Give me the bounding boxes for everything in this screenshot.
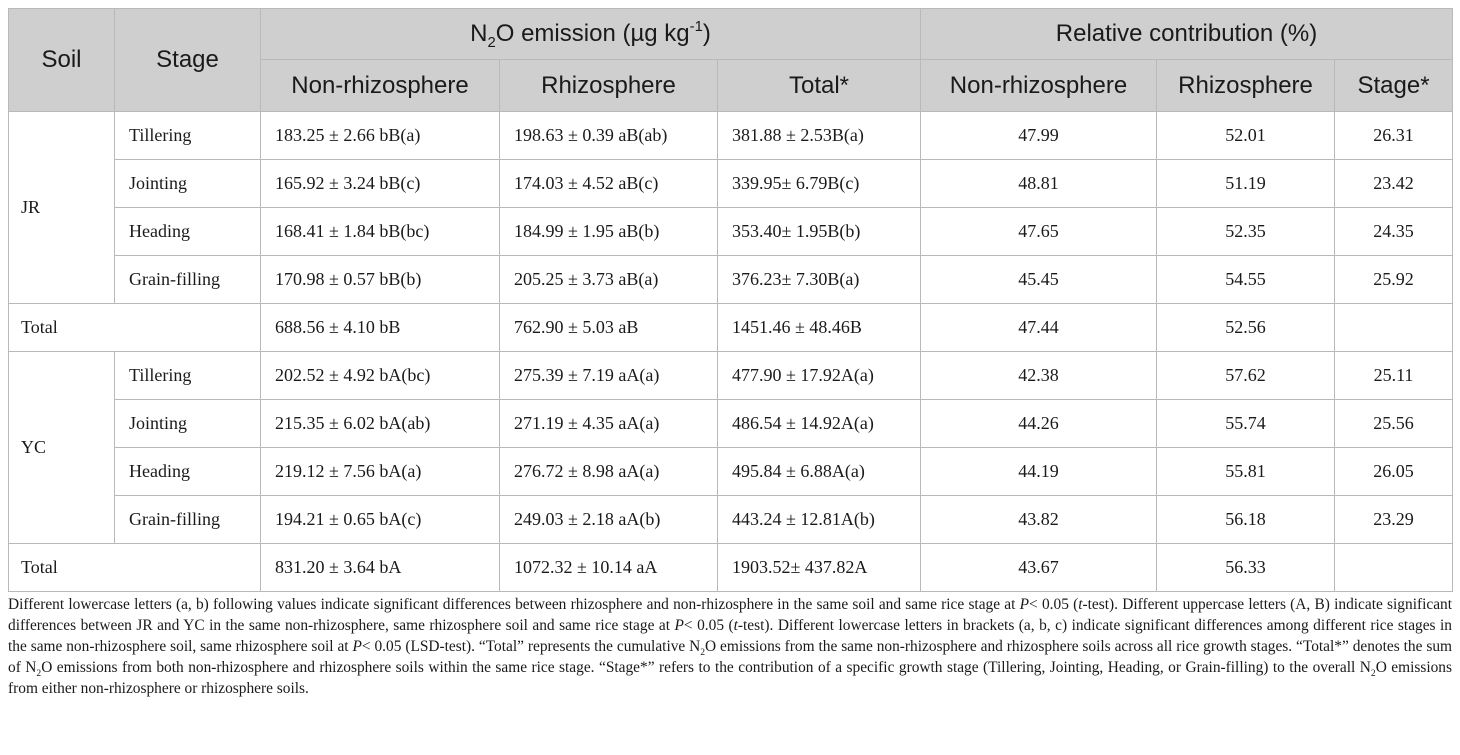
- rc-rhizosphere-cell: 55.81: [1156, 447, 1336, 496]
- rc-rhizosphere-cell: 51.19: [1156, 159, 1336, 208]
- non-rhizosphere-cell: 168.41 ± 1.84 bB(bc): [260, 207, 500, 256]
- total-cell: 1451.46 ± 48.46B: [716, 303, 922, 352]
- soil-cell: YC: [8, 351, 115, 544]
- rhizosphere-cell: 184.99 ± 1.95 aB(b): [499, 207, 718, 256]
- header-col-rc-rhizosphere: Rhizosphere: [1156, 59, 1336, 112]
- total-cell: 376.23± 7.30B(a): [716, 255, 922, 304]
- rhizosphere-cell: 205.25 ± 3.73 aB(a): [499, 255, 718, 304]
- table-row: YC Tillering 202.52 ± 4.92 bA(bc) 275.39…: [8, 351, 1454, 544]
- rc-stage-cell: 26.05: [1334, 447, 1454, 496]
- non-rhizosphere-cell: 170.98 ± 0.57 bB(b): [260, 255, 500, 304]
- stage-cell: Heading: [114, 207, 261, 256]
- rhizosphere-cell: 198.63 ± 0.39 aB(ab): [499, 111, 718, 160]
- non-rhizosphere-cell: 219.12 ± 7.56 bA(a): [260, 447, 500, 496]
- stage-cell: Jointing: [114, 399, 261, 448]
- total-cell: 486.54 ± 14.92A(a): [716, 399, 922, 448]
- header-soil: Soil: [8, 8, 115, 112]
- rc-non-rhizosphere-cell: 48.81: [920, 159, 1158, 208]
- n2o-emission-table: Soil Stage N2O emission (µg kg-1) Relati…: [8, 8, 1454, 592]
- rc-rhizosphere-cell: 54.55: [1156, 255, 1336, 304]
- rc-stage-cell: 23.29: [1334, 495, 1454, 544]
- rc-non-rhizosphere-cell: 44.26: [920, 399, 1158, 448]
- rhizosphere-cell: 249.03 ± 2.18 aA(b): [499, 495, 718, 544]
- rc-non-rhizosphere-cell: 43.82: [920, 495, 1158, 544]
- rc-rhizosphere-cell: 52.35: [1156, 207, 1336, 256]
- header-relative-group: Relative contribution (%): [920, 8, 1454, 60]
- table-row: Grain-filling 194.21 ± 0.65 bA(c) 249.03…: [9, 495, 1454, 544]
- stage-cell: Grain-filling: [114, 255, 261, 304]
- rc-rhizosphere-cell: 52.01: [1156, 111, 1336, 160]
- non-rhizosphere-cell: 183.25 ± 2.66 bB(a): [260, 111, 500, 160]
- header-stage: Stage: [114, 8, 261, 112]
- rc-stage-cell: 25.92: [1334, 255, 1454, 304]
- stage-cell: Jointing: [114, 159, 261, 208]
- stage-cell: Tillering: [114, 351, 261, 400]
- header-emission-group: N2O emission (µg kg-1): [259, 8, 922, 60]
- rhizosphere-cell: 275.39 ± 7.19 aA(a): [499, 351, 718, 400]
- total-cell: 381.88 ± 2.53B(a): [716, 111, 922, 160]
- total-cell: 1903.52± 437.82A: [716, 543, 922, 592]
- rc-stage-cell: 26.31: [1334, 111, 1454, 160]
- rc-non-rhizosphere-cell: 47.99: [920, 111, 1158, 160]
- stage-cell: Grain-filling: [114, 495, 261, 544]
- rc-stage-cell: 23.42: [1334, 159, 1454, 208]
- rc-stage-cell: [1334, 303, 1454, 352]
- rc-non-rhizosphere-cell: 44.19: [920, 447, 1158, 496]
- stage-cell: Tillering: [114, 111, 261, 160]
- total-cell: 477.90 ± 17.92A(a): [716, 351, 922, 400]
- table-footnote: Different lowercase letters (a, b) follo…: [8, 596, 1453, 697]
- non-rhizosphere-cell: 831.20 ± 3.64 bA: [260, 543, 500, 592]
- rhizosphere-cell: 271.19 ± 4.35 aA(a): [499, 399, 718, 448]
- non-rhizosphere-cell: 165.92 ± 3.24 bB(c): [260, 159, 500, 208]
- rc-stage-cell: [1334, 543, 1454, 592]
- rhizosphere-cell: 276.72 ± 8.98 aA(a): [499, 447, 718, 496]
- header-row-1: Soil Stage N2O emission (µg kg-1) Relati…: [8, 8, 1454, 112]
- rhizosphere-cell: 762.90 ± 5.03 aB: [499, 303, 718, 352]
- non-rhizosphere-cell: 202.52 ± 4.92 bA(bc): [260, 351, 500, 400]
- rc-non-rhizosphere-cell: 47.44: [920, 303, 1158, 352]
- rc-non-rhizosphere-cell: 43.67: [920, 543, 1158, 592]
- rhizosphere-cell: 1072.32 ± 10.14 aA: [499, 543, 718, 592]
- stage-cell: Heading: [114, 447, 261, 496]
- rc-non-rhizosphere-cell: 47.65: [920, 207, 1158, 256]
- total-cell: 443.24 ± 12.81A(b): [716, 495, 922, 544]
- rc-rhizosphere-cell: 56.18: [1156, 495, 1336, 544]
- non-rhizosphere-cell: 194.21 ± 0.65 bA(c): [260, 495, 500, 544]
- table-row: Jointing 215.35 ± 6.02 bA(ab) 271.19 ± 4…: [9, 399, 1454, 448]
- header-row-2: Non-rhizosphere Rhizosphere Total* Non-r…: [9, 59, 1454, 112]
- header-col-total: Total*: [716, 59, 922, 112]
- total-cell: 353.40± 1.95B(b): [716, 207, 922, 256]
- rc-rhizosphere-cell: 57.62: [1156, 351, 1336, 400]
- rc-rhizosphere-cell: 55.74: [1156, 399, 1336, 448]
- rc-rhizosphere-cell: 56.33: [1156, 543, 1336, 592]
- total-label-cell: Total: [8, 543, 261, 592]
- header-col-rc-non-rhizosphere: Non-rhizosphere: [920, 59, 1158, 112]
- header-col-non-rhizosphere: Non-rhizosphere: [260, 59, 500, 112]
- table-row: JR Tillering 183.25 ± 2.66 bB(a) 198.63 …: [8, 111, 1454, 304]
- table-row: Heading 168.41 ± 1.84 bB(bc) 184.99 ± 1.…: [9, 207, 1454, 256]
- rc-stage-cell: 24.35: [1334, 207, 1454, 256]
- table-row: Grain-filling 170.98 ± 0.57 bB(b) 205.25…: [9, 255, 1454, 304]
- rc-stage-cell: 25.56: [1334, 399, 1454, 448]
- rc-non-rhizosphere-cell: 42.38: [920, 351, 1158, 400]
- header-col-rc-stage: Stage*: [1334, 59, 1454, 112]
- table-row: Jointing 165.92 ± 3.24 bB(c) 174.03 ± 4.…: [9, 159, 1454, 208]
- total-row: Total 688.56 ± 4.10 bB 762.90 ± 5.03 aB …: [8, 303, 1454, 352]
- total-cell: 339.95± 6.79B(c): [716, 159, 922, 208]
- soil-cell: JR: [8, 111, 115, 304]
- total-cell: 495.84 ± 6.88A(a): [716, 447, 922, 496]
- non-rhizosphere-cell: 215.35 ± 6.02 bA(ab): [260, 399, 500, 448]
- non-rhizosphere-cell: 688.56 ± 4.10 bB: [260, 303, 500, 352]
- rc-non-rhizosphere-cell: 45.45: [920, 255, 1158, 304]
- total-label-cell: Total: [8, 303, 261, 352]
- rhizosphere-cell: 174.03 ± 4.52 aB(c): [499, 159, 718, 208]
- rc-rhizosphere-cell: 52.56: [1156, 303, 1336, 352]
- table-container: Soil Stage N2O emission (µg kg-1) Relati…: [8, 8, 1454, 592]
- total-row: Total 831.20 ± 3.64 bA 1072.32 ± 10.14 a…: [8, 543, 1454, 592]
- header-col-rhizosphere: Rhizosphere: [499, 59, 718, 112]
- rc-stage-cell: 25.11: [1334, 351, 1454, 400]
- table-row: Heading 219.12 ± 7.56 bA(a) 276.72 ± 8.9…: [9, 447, 1454, 496]
